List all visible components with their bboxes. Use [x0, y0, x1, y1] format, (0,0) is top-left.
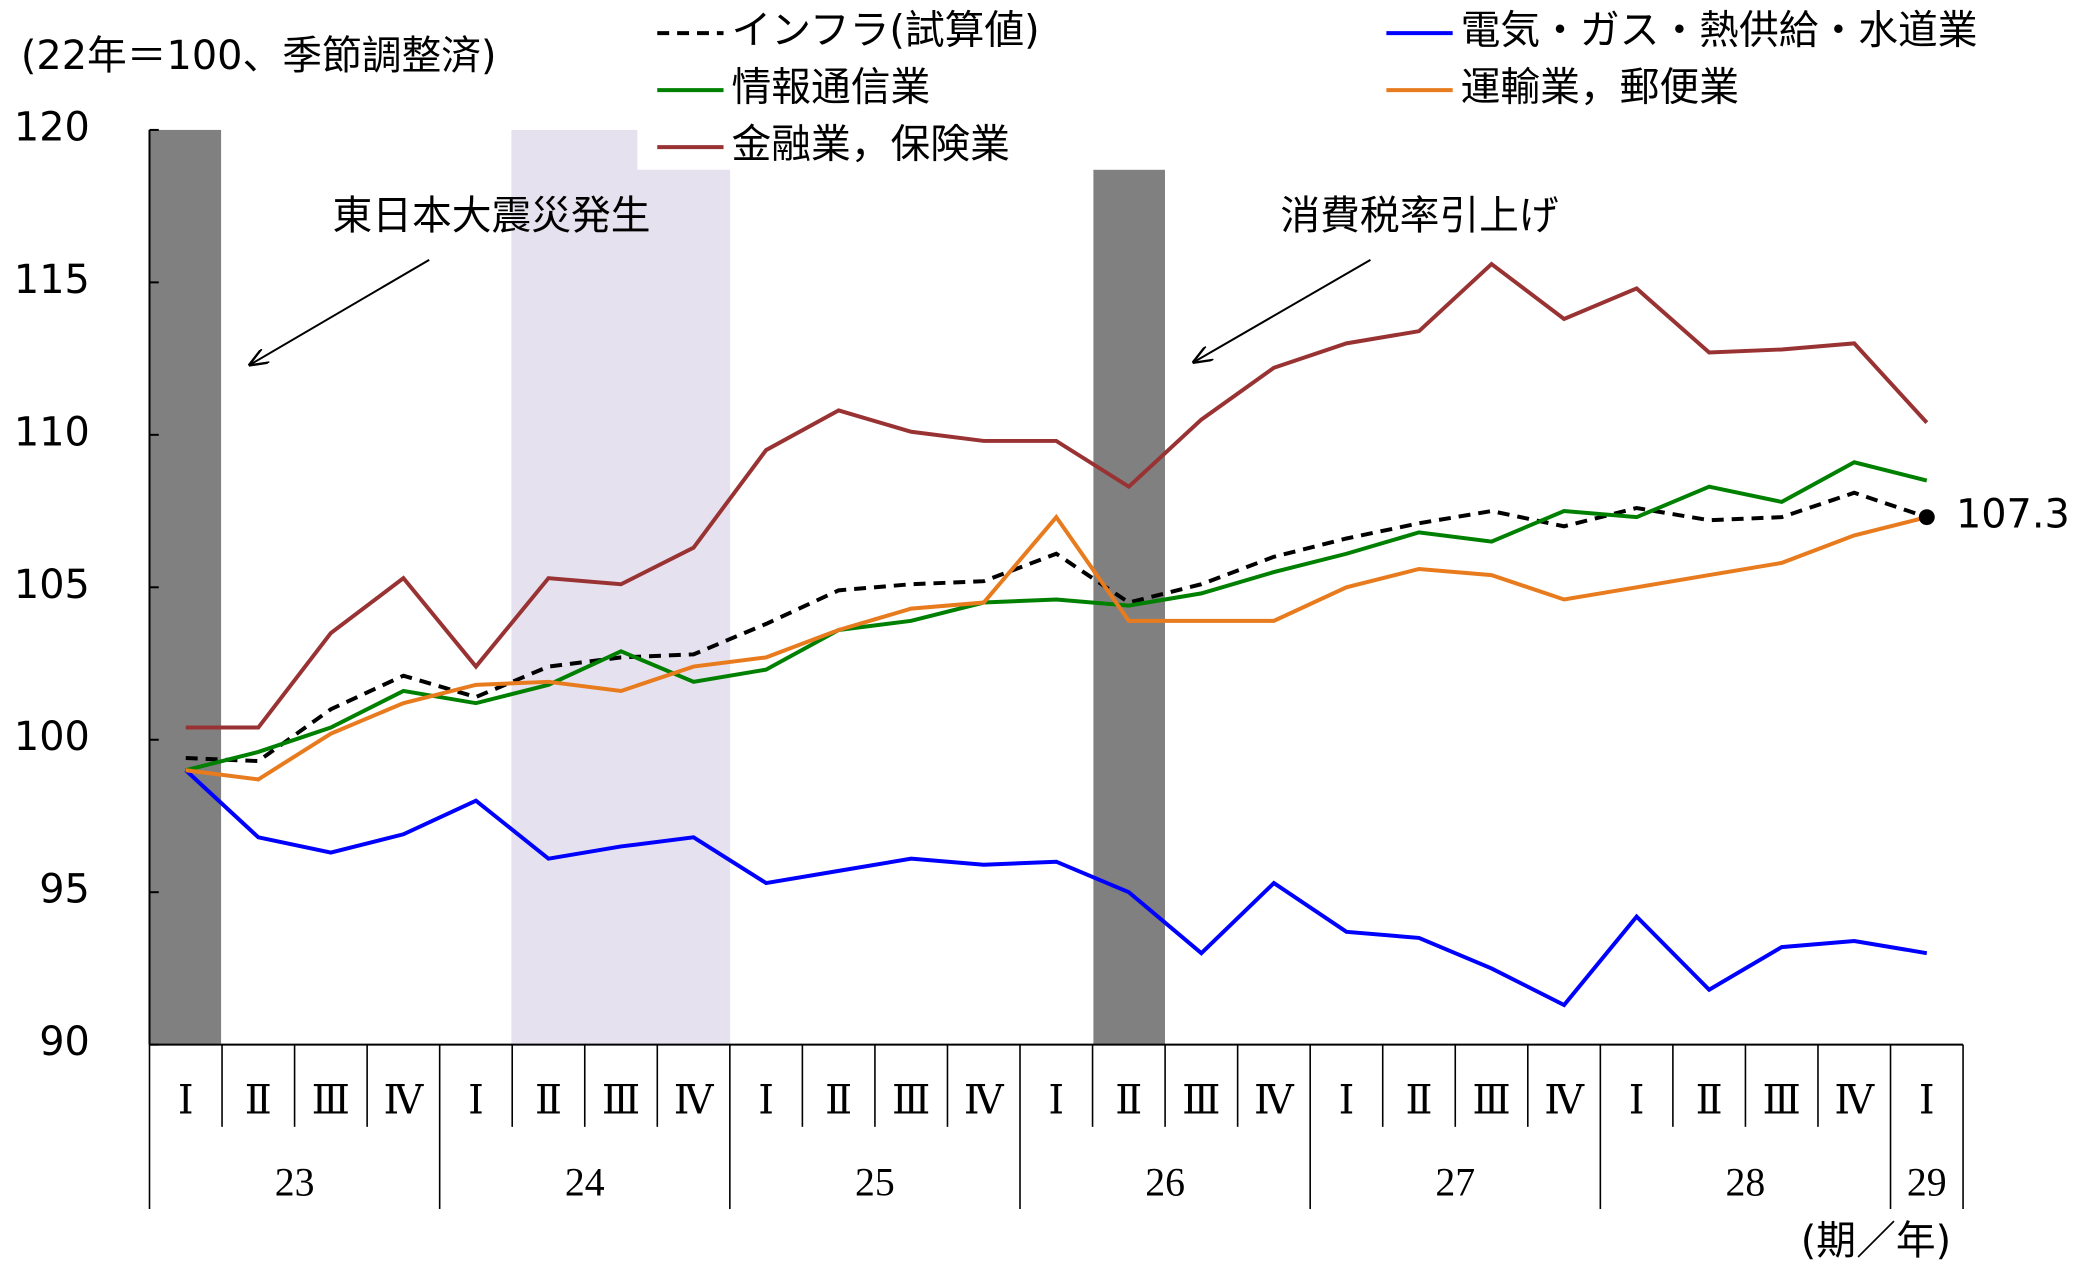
- series-line: [185, 490, 1928, 764]
- x-group-label: 26: [1145, 1161, 1185, 1205]
- x-tick-label: Ⅲ: [602, 1078, 640, 1122]
- end-label: 107.3: [1956, 492, 2070, 538]
- x-tick-label: Ⅱ: [245, 1078, 272, 1122]
- x-unit-label: (期／年): [1801, 1218, 1951, 1264]
- x-tick-label: Ⅰ: [468, 1078, 484, 1122]
- series-line: [185, 513, 1928, 782]
- y-tick-label: 105: [14, 562, 90, 608]
- end-point: [1918, 509, 1935, 526]
- arrow: [1194, 258, 1371, 362]
- legend-label: 金融業，保険業: [731, 122, 1009, 168]
- x-tick-label: Ⅳ: [674, 1078, 715, 1122]
- x-group-label: 23: [275, 1161, 315, 1205]
- arrow: [250, 258, 430, 365]
- series-line: [185, 460, 1928, 773]
- x-group-label: 25: [855, 1161, 895, 1205]
- x-tick-label: Ⅲ: [1763, 1078, 1801, 1122]
- x-tick-label: Ⅰ: [1048, 1078, 1064, 1122]
- y-tick-label: 90: [39, 1019, 90, 1065]
- x-tick-label: Ⅳ: [1834, 1078, 1875, 1122]
- legend-label: 運輸業，郵便業: [1461, 65, 1739, 111]
- x-tick-label: Ⅰ: [1629, 1078, 1645, 1122]
- y-tick-label: 120: [14, 104, 90, 150]
- x-group-label: 28: [1726, 1161, 1766, 1205]
- x-tick-label: Ⅳ: [1544, 1078, 1585, 1122]
- y-tick-label: 110: [14, 409, 90, 455]
- series-line: [185, 261, 1929, 730]
- x-tick-label: Ⅲ: [312, 1078, 350, 1122]
- legend-label: 電気・ガス・熱供給・水道業: [1461, 8, 1978, 54]
- x-tick-label: Ⅲ: [1472, 1078, 1510, 1122]
- unit-label: (22年＝100、季節調整済): [21, 33, 497, 79]
- annotation: 東日本大震災発生: [332, 193, 650, 239]
- x-tick-label: Ⅳ: [1254, 1078, 1295, 1122]
- x-group-label: 29: [1907, 1161, 1947, 1205]
- x-tick-label: Ⅱ: [1405, 1078, 1432, 1122]
- legend-background: [637, 0, 2087, 170]
- legend-label: インフラ(試算値): [731, 8, 1039, 54]
- x-tick-label: Ⅱ: [825, 1078, 852, 1122]
- x-tick-label: Ⅳ: [384, 1078, 425, 1122]
- x-tick-label: Ⅱ: [1696, 1078, 1723, 1122]
- y-tick-label: 100: [14, 714, 90, 760]
- x-tick-label: Ⅰ: [1919, 1078, 1935, 1122]
- x-group-label: 24: [565, 1161, 605, 1205]
- x-group-label: 27: [1435, 1161, 1475, 1205]
- x-tick-label: Ⅱ: [1115, 1078, 1142, 1122]
- shade-period: [511, 129, 731, 1045]
- y-tick-label: 115: [14, 257, 90, 303]
- x-tick-label: Ⅱ: [535, 1078, 562, 1122]
- shade-recession: [149, 129, 222, 1045]
- y-tick-label: 95: [39, 867, 90, 913]
- x-tick-label: Ⅰ: [758, 1078, 774, 1122]
- series-line: [184, 768, 1928, 1008]
- legend-label: 情報通信業: [731, 65, 930, 111]
- x-tick-label: Ⅳ: [964, 1078, 1005, 1122]
- x-tick-label: Ⅰ: [178, 1078, 194, 1122]
- x-tick-label: Ⅲ: [1182, 1078, 1220, 1122]
- x-tick-label: Ⅰ: [1339, 1078, 1355, 1122]
- annotation: 消費税率引上げ: [1280, 193, 1558, 239]
- x-tick-label: Ⅲ: [892, 1078, 930, 1122]
